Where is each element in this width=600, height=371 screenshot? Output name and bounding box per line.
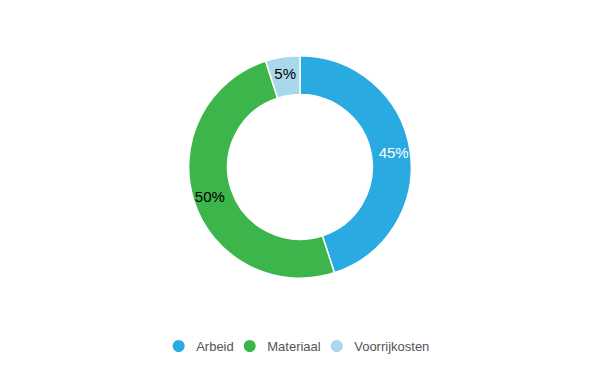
svg-text:Arbeid: Arbeid: [196, 339, 234, 354]
svg-text:45%: 45%: [379, 144, 409, 161]
svg-text:5%: 5%: [274, 65, 296, 82]
svg-text:50%: 50%: [195, 188, 225, 205]
svg-text:Voorrijkosten: Voorrijkosten: [354, 339, 429, 354]
svg-text:Materiaal: Materiaal: [267, 339, 321, 354]
